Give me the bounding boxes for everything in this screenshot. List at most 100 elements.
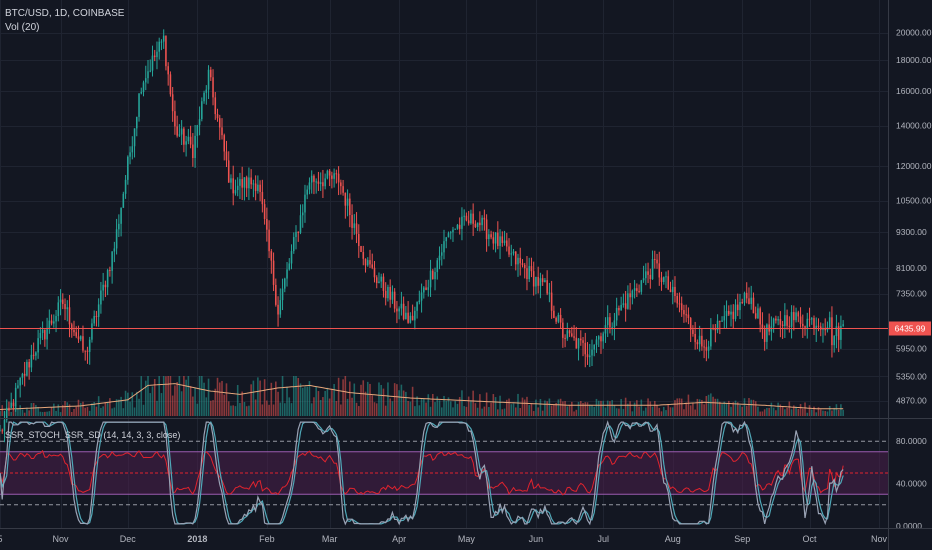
candle-body (640, 280, 643, 292)
candle-body (802, 323, 804, 327)
oscillator-tick-label: 0.0000 (896, 521, 922, 531)
volume-bar (781, 406, 784, 416)
volume-bar (313, 397, 315, 416)
volume-bar (335, 401, 338, 416)
volume-bar (272, 404, 275, 416)
volume-bar (503, 408, 506, 416)
candlesticks (0, 29, 844, 443)
volume-bar (180, 391, 183, 416)
volume-bar (445, 400, 448, 416)
candle-body (597, 336, 600, 340)
volume-bar (183, 376, 185, 416)
candle-body (317, 181, 320, 184)
candle-body (315, 181, 317, 183)
stoch-k-line (0, 420, 844, 526)
volume-bar (584, 402, 587, 416)
volume-bar (597, 400, 600, 416)
volume-bar (266, 400, 268, 416)
volume-bar (530, 403, 533, 416)
volume-bar (349, 381, 351, 416)
volume-bar (250, 384, 252, 416)
volume-bar (405, 391, 407, 416)
candle-body (564, 337, 566, 339)
candle-body (559, 314, 562, 323)
volume-bar (775, 410, 777, 416)
candle-body (351, 215, 353, 228)
candle-body (331, 175, 333, 179)
candle-body (748, 298, 750, 304)
candle-body (665, 276, 667, 278)
volume-bar (806, 412, 809, 416)
volume-bar (50, 407, 53, 416)
candle-body (710, 328, 712, 347)
candle-body (201, 101, 203, 120)
volume-bar (674, 400, 676, 416)
candle-body (662, 277, 665, 282)
price-tick-label: 4870.00 (896, 396, 927, 406)
candle-body (420, 292, 423, 301)
candle-body (687, 314, 690, 319)
candle-body (799, 316, 802, 324)
volume-bar (548, 398, 551, 416)
candle-body (743, 292, 746, 303)
volume-bar (808, 405, 811, 416)
candle-body (638, 290, 640, 292)
volume-bar (555, 402, 557, 416)
volume-bar (378, 382, 380, 416)
candle-body (620, 304, 622, 311)
volume-bar (88, 410, 91, 416)
volume-bar (113, 407, 116, 416)
candle-body (259, 184, 261, 192)
candle-body (521, 263, 524, 265)
volume-bar (449, 401, 452, 416)
candle-body (678, 303, 681, 305)
candle-body (660, 277, 663, 282)
candle-body (409, 315, 412, 323)
candle-body (230, 178, 232, 183)
volume-bar (705, 395, 708, 416)
candle-body (218, 118, 221, 128)
symbol-title[interactable]: BTC/USD, 1D, COINBASE (5, 8, 125, 19)
volume-bar (46, 411, 48, 416)
candle-body (696, 342, 699, 345)
volume-bars (0, 376, 844, 416)
candle-body (234, 190, 237, 194)
volume-bar (723, 401, 726, 416)
volume-bar (268, 404, 270, 416)
candle-body (604, 325, 607, 334)
candle-body (452, 229, 454, 233)
candle-body (757, 308, 759, 319)
time-tick-label: Aug (665, 534, 681, 544)
volume-bar (257, 377, 259, 416)
candle-body (485, 219, 488, 240)
candle-body (120, 207, 122, 224)
volume-bar (218, 382, 221, 416)
volume-bar (55, 410, 57, 416)
candle-body (523, 264, 526, 269)
volume-bar (611, 400, 613, 416)
candle-body (113, 248, 116, 252)
indicator-label[interactable]: SSR_STOCH_SSR_SD (14, 14, 3, 3, close) (5, 430, 181, 440)
candle-body (380, 276, 382, 282)
candle-body (741, 301, 744, 303)
volume-bar (315, 386, 317, 416)
volume-bar (102, 406, 104, 416)
candle-body (328, 170, 331, 176)
candle-body (288, 263, 291, 270)
candle-body (566, 330, 569, 339)
candle-body (189, 136, 192, 145)
candle-body (519, 257, 522, 264)
volume-bar (842, 409, 844, 416)
candle-body (221, 127, 223, 136)
candle-body (588, 355, 591, 358)
volume-bar (501, 409, 504, 416)
candle-body (705, 347, 708, 351)
volume-label[interactable]: Vol (20) (5, 22, 40, 33)
candle-body (326, 170, 329, 179)
time-axis[interactable]: 5 Nov Dec 2018 Feb Mar Apr May Jun Jul Aug Sep Oct No… (0, 534, 888, 544)
volume-bar (111, 408, 113, 416)
volume-bar (239, 403, 241, 416)
candle-body (194, 135, 196, 158)
price-scale[interactable] (888, 0, 932, 418)
